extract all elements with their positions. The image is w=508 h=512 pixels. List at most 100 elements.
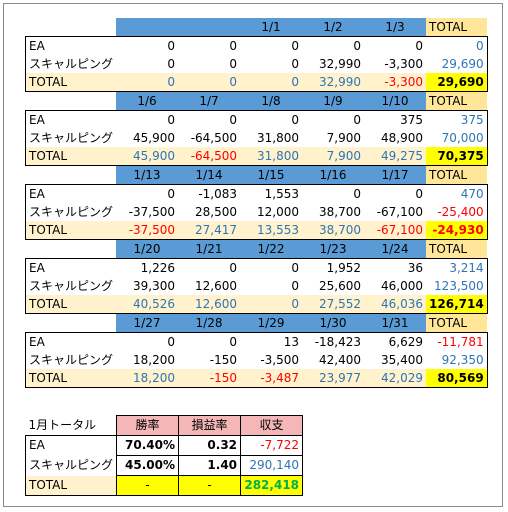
cell-value: 375: [364, 110, 427, 129]
cell-value: 31,800: [257, 131, 300, 145]
row-label: EA: [25, 332, 117, 351]
cell-value: 0: [302, 36, 365, 55]
cell-value: 0: [291, 279, 300, 293]
cell-value: 1,952: [302, 258, 365, 277]
total-header: TOTAL: [426, 239, 488, 259]
date-header: 1/13: [116, 165, 179, 185]
row-label: EA: [25, 110, 117, 129]
data-row: スキャルピング -37,500 28,500 12,000 38,700 -67,100-…: [25, 203, 488, 221]
summary-row: EA 70.40% 0.32 -7,722: [24, 435, 304, 456]
row-label: スキャルピング: [25, 203, 117, 221]
week-total-value: 0: [116, 73, 179, 92]
week-total-row: TOTAL 45,900 -64,500 31,800 7,900 49,275 70,37…: [25, 147, 488, 166]
cell-value: 0: [116, 332, 179, 351]
summary-total-label: TOTAL: [24, 475, 117, 496]
date-header: 1/31: [364, 313, 427, 333]
cell-value: 0: [116, 184, 179, 203]
week-total-label: TOTAL: [25, 73, 117, 92]
cell-value: 42,400: [319, 353, 362, 367]
row-total: -25,400: [426, 203, 488, 221]
week-total-value: 0: [240, 295, 303, 314]
week-total-value: 7,900: [302, 147, 365, 166]
week-total-value: 40,526: [116, 295, 179, 314]
row-total: 92,350: [426, 351, 488, 369]
summary-total-row: TOTAL - -282,418: [24, 475, 304, 496]
date-header: 1/23: [302, 239, 365, 259]
row-total: 70,000: [426, 129, 488, 147]
date-header: 1/7: [178, 91, 241, 111]
week-total-value: 45,900: [116, 147, 179, 166]
row-total: 123,500: [426, 277, 488, 295]
sheet-frame: [3, 3, 503, 507]
date-header: [116, 18, 179, 37]
row-label: スキャルピング: [25, 129, 117, 147]
data-row: EA 0 0 0 0 0 0: [25, 36, 488, 55]
date-header: 1/24: [364, 239, 427, 259]
cell-value: 39,300: [133, 279, 176, 293]
week-grand-total: 70,375: [426, 147, 488, 166]
cell-value: 1,226: [116, 258, 179, 277]
week-header-row: 1/6 1/7 1/8 1/9 1/10 TOTAL: [26, 91, 488, 111]
week-total-label: TOTAL: [25, 369, 117, 388]
data-row: EA 0 0 13 -18,423 6,629 -11,781: [25, 332, 488, 351]
cell-value: 12,000: [257, 205, 300, 219]
cell-value: 48,900: [381, 131, 424, 145]
week-total-value: -37,500: [116, 221, 179, 240]
week-total-value: -150: [178, 369, 241, 388]
win-rate: 45.00%: [116, 455, 180, 476]
date-header: 1/28: [178, 313, 241, 333]
date-header: 1/30: [302, 313, 365, 333]
cell-value: -3,500: [260, 353, 300, 367]
row-label: EA: [25, 36, 117, 55]
data-row: スキャルピング 39,300 12,600 0 25,600 46,000 123,500: [25, 277, 488, 295]
week-header-row: 1/27 1/28 1/29 1/30 1/31 TOTAL: [26, 313, 488, 333]
summary-header: 勝率: [116, 415, 180, 436]
cell-value: 0: [302, 110, 365, 129]
total-header: TOTAL: [426, 18, 488, 37]
row-label: EA: [25, 258, 117, 277]
date-header: 1/14: [178, 165, 241, 185]
row-total: 3,214: [426, 258, 488, 277]
week-total-value: 32,990: [302, 73, 365, 92]
row-label: スキャルピング: [25, 351, 117, 369]
week-total-label: TOTAL: [25, 295, 117, 314]
row-total: 29,690: [426, 55, 488, 73]
week-total-value: 46,036: [364, 295, 427, 314]
row-total: 470: [426, 184, 488, 203]
cell-value: 0: [240, 36, 303, 55]
row-total: -11,781: [426, 332, 488, 351]
data-row: スキャルピング 45,900 -64,500 31,800 7,900 48,900 70,…: [25, 129, 488, 147]
row-total: 375: [426, 110, 488, 129]
week-header-row: 1/1 1/2 1/3 TOTAL: [25, 18, 488, 37]
cell-value: 0: [116, 110, 179, 129]
cell-value: 0: [302, 184, 365, 203]
cell-value: 0: [178, 258, 241, 277]
data-row: EA 0 0 0 0 375 375: [25, 110, 488, 129]
cell-value: 0: [291, 57, 300, 71]
week-total-value: 27,552: [302, 295, 365, 314]
week-header-row: 1/20 1/21 1/22 1/23 1/24 TOTAL: [26, 239, 488, 259]
row-label: EA: [25, 184, 117, 203]
week-header-blank: [26, 240, 117, 259]
win-rate: 70.40%: [116, 435, 180, 456]
week-grand-total: 80,569: [426, 369, 488, 388]
total-header: TOTAL: [426, 313, 488, 333]
cell-value: 0: [167, 57, 176, 71]
cell-value: 0: [240, 110, 303, 129]
total-win-rate: -: [116, 475, 180, 496]
week-total-value: -67,100: [364, 221, 427, 240]
week-grand-total: 29,690: [426, 73, 488, 92]
row-label: スキャルピング: [25, 55, 117, 73]
pl-ratio: 1.40: [178, 455, 242, 476]
cell-value: -37,500: [128, 205, 176, 219]
data-row: スキャルピング 0 0 0 32,990 -3,300 29,690: [25, 55, 488, 73]
week-grand-total: -24,930: [426, 221, 488, 240]
week-total-value: 13,553: [240, 221, 303, 240]
date-header: 1/16: [302, 165, 365, 185]
week-header-blank: [26, 314, 117, 333]
week-total-value: -64,500: [178, 147, 241, 166]
date-header: 1/2: [302, 18, 365, 37]
week-total-row: TOTAL 18,200 -150 -3,487 23,977 42,029 80,569: [25, 369, 488, 388]
data-row: スキャルピング 18,200 -150 -3,500 42,400 35,400 92,35…: [25, 351, 488, 369]
week-total-label: TOTAL: [25, 221, 117, 240]
